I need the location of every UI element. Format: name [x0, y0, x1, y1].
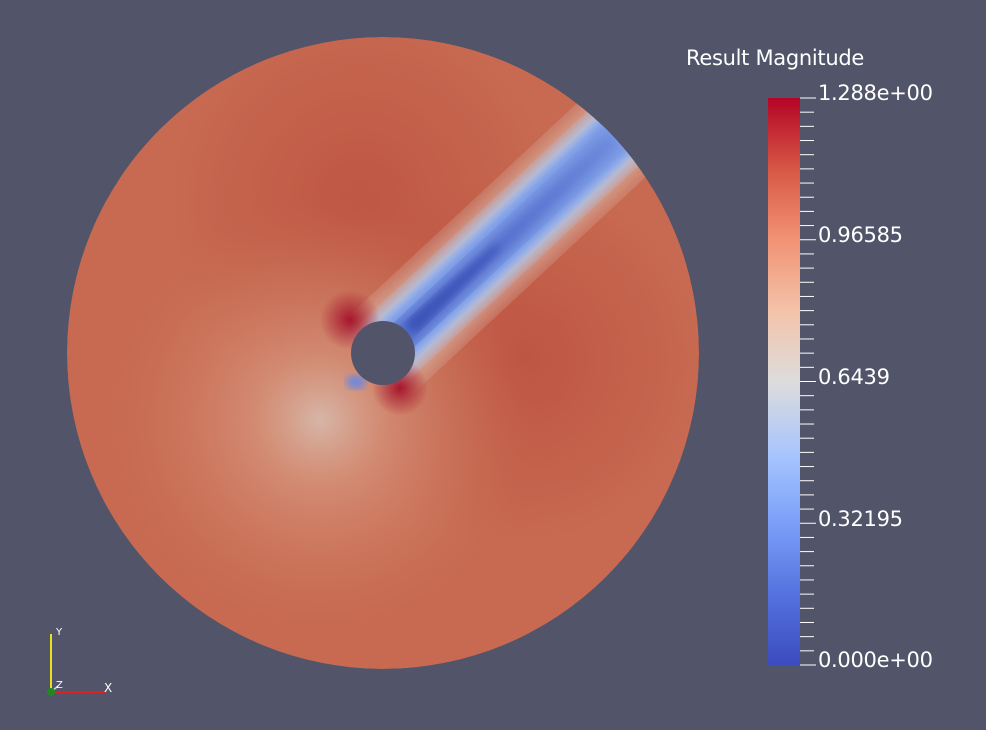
tick-label-mid: 0.6439: [818, 365, 890, 389]
tick-label-max: 1.288e+00: [818, 81, 933, 105]
axes-origin-dot: [47, 688, 55, 696]
color-bar[interactable]: [768, 98, 800, 665]
z-axis-label: Z: [56, 680, 63, 691]
color-bar-tick-marks: [800, 97, 816, 666]
cylinder-hole: [351, 321, 415, 385]
solution-field: [67, 37, 699, 669]
tick-label-mid-high: 0.96585: [818, 223, 903, 247]
wake-region: [352, 78, 673, 386]
orientation-axes: [47, 634, 106, 696]
tick-label-mid-low: 0.32195: [818, 507, 903, 531]
x-axis-label: X: [104, 681, 113, 695]
legend-title: Result Magnitude: [686, 46, 865, 70]
tick-label-min: 0.000e+00: [818, 648, 933, 672]
y-axis-label: Y: [56, 627, 63, 638]
